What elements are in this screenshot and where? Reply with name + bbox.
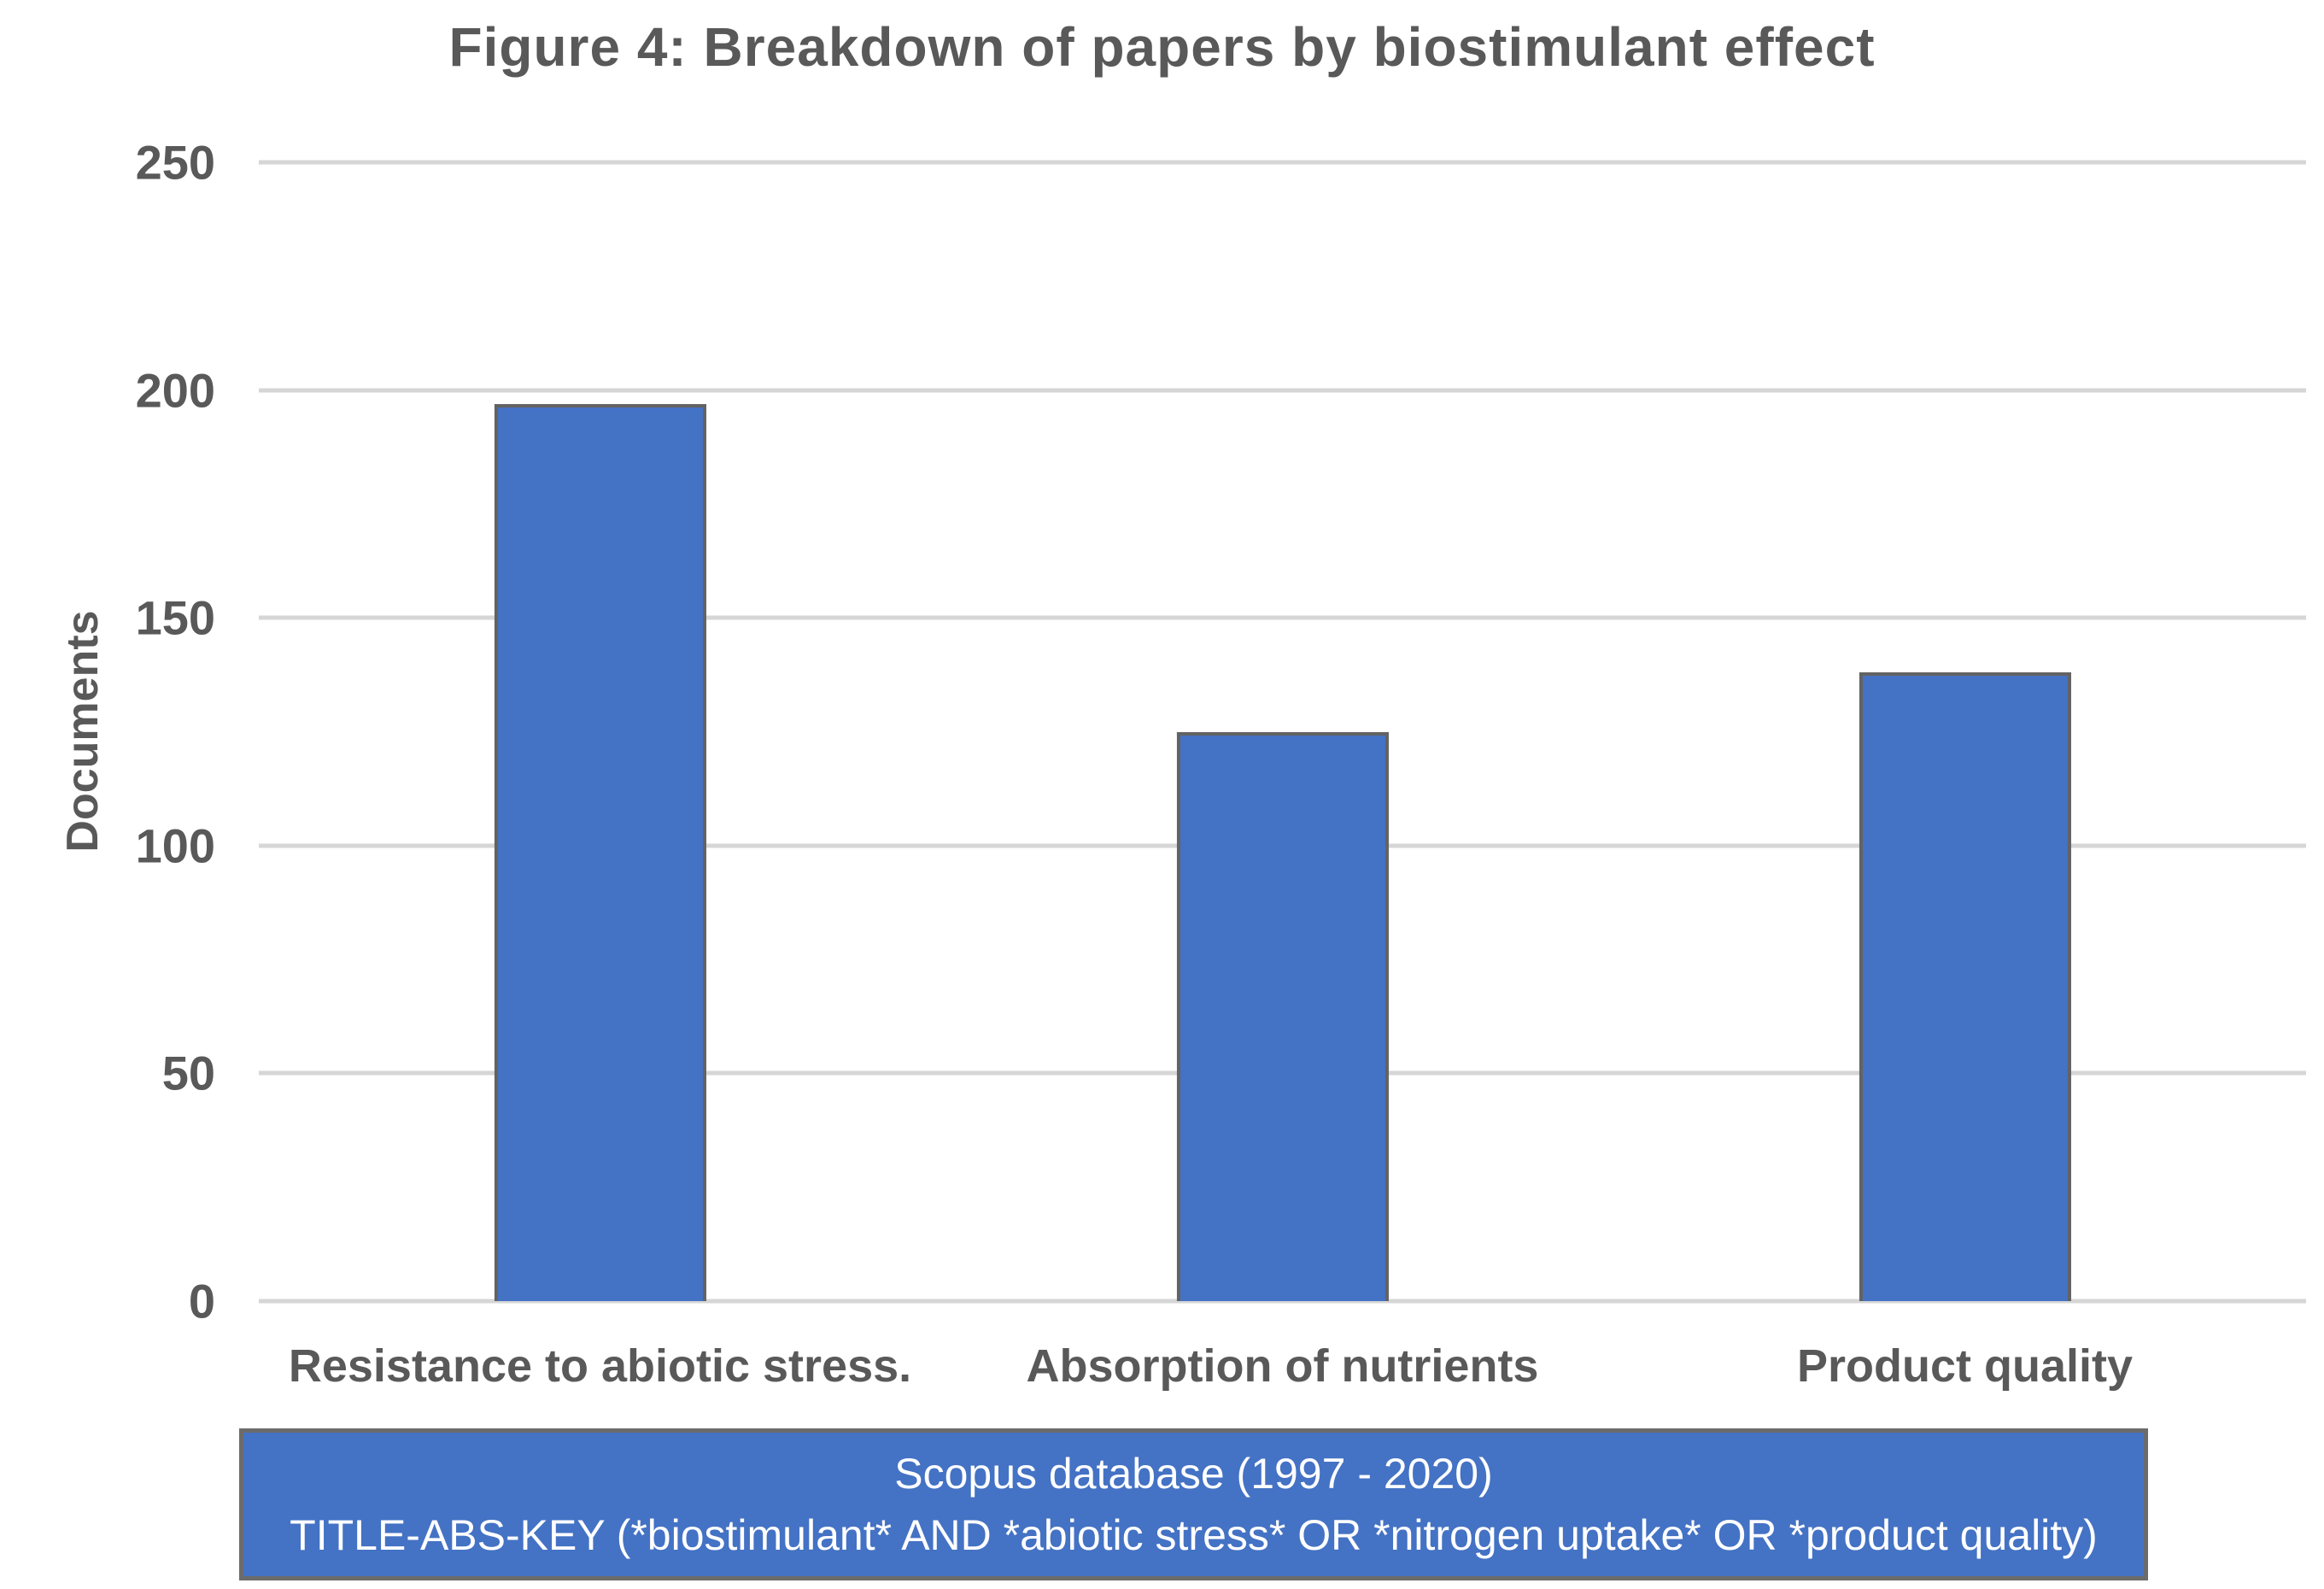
gridline-200 — [259, 388, 2306, 393]
y-tick-label-150: 150 — [135, 590, 215, 645]
y-axis-tick-labels: 250 200 150 100 50 0 — [0, 136, 215, 1328]
bar-2 — [1176, 731, 1389, 1301]
x-axis-tick-labels: Resistance to abiotic stress. Absorption … — [259, 1340, 2306, 1416]
y-tick-label-250: 250 — [135, 135, 215, 190]
bar-1 — [494, 403, 706, 1301]
bar-3 — [1859, 672, 2071, 1301]
plot-area — [259, 160, 2306, 1304]
y-tick-label-50: 50 — [161, 1046, 215, 1100]
caption-box: Scopus database (1997 - 2020) TITLE-ABS-… — [239, 1428, 2148, 1580]
x-tick-label-3: Product quality — [1796, 1340, 2134, 1392]
gridline-0 — [259, 1299, 2306, 1304]
gridline-150 — [259, 615, 2306, 620]
chart-title: Figure 4: Breakdown of papers by biostim… — [448, 16, 1876, 78]
caption-source-line: Scopus database (1997 - 2020) — [894, 1449, 1493, 1498]
caption-query-line: TITLE-ABS-KEY (*biostimulant* AND *abiot… — [290, 1511, 2098, 1559]
y-tick-label-0: 0 — [188, 1274, 215, 1328]
x-tick-label-1: Resistance to abiotic stress. — [288, 1340, 912, 1392]
y-tick-label-200: 200 — [135, 363, 215, 418]
y-tick-label-100: 100 — [135, 818, 215, 873]
gridline-250 — [259, 160, 2306, 165]
x-tick-label-2: Absorption of nutrients — [1026, 1340, 1539, 1392]
